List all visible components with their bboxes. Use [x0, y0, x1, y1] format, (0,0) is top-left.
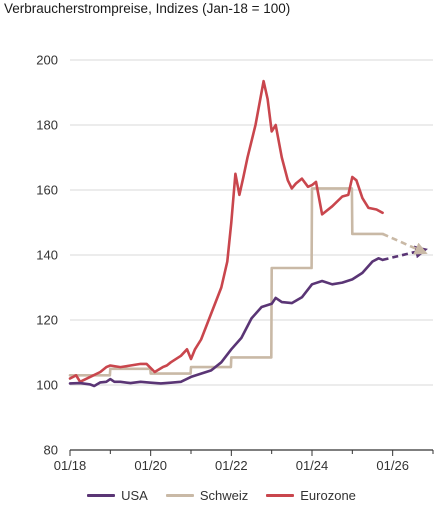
y-tick-label-100: 100 [36, 378, 58, 393]
x-tick-label-01-18: 01/18 [54, 458, 87, 473]
y-tick-label-80: 80 [44, 443, 58, 458]
series-line-schweiz [68, 187, 384, 377]
y-tick-label-180: 180 [36, 118, 58, 133]
series-line-usa [68, 256, 384, 388]
chart-title: Verbraucherstrompreise, Indizes (Jan-18 … [4, 1, 291, 16]
x-tick-label-01-24: 01/24 [296, 458, 329, 473]
legend-label-schweiz: Schweiz [199, 488, 249, 503]
x-tick-label-01-20: 01/20 [134, 458, 167, 473]
series-line-eurozone [68, 79, 384, 384]
y-tick-label-140: 140 [36, 248, 58, 263]
y-tick-label-120: 120 [36, 313, 58, 328]
legend-swatch-schweiz [165, 494, 194, 497]
series-lines [68, 79, 428, 388]
projection-arrow-schweiz [382, 232, 428, 255]
x-tick-label-01-22: 01/22 [215, 458, 248, 473]
gridlines [70, 59, 433, 386]
legend-item-eurozone: Eurozone [266, 488, 356, 503]
y-tick-label-200: 200 [36, 53, 58, 68]
legend-item-usa: USA [87, 488, 148, 503]
legend: USA Schweiz Eurozone [0, 488, 443, 503]
line-chart: 80 100 120 140 160 180 200 01/18 01/20 01/22 01/24… [36, 53, 434, 473]
legend-label-usa: USA [121, 488, 148, 503]
y-tick-label-160: 160 [36, 183, 58, 198]
legend-label-eurozone: Eurozone [300, 488, 356, 503]
x-tick-label-01-26: 01/26 [376, 458, 409, 473]
legend-swatch-eurozone [266, 494, 295, 497]
axes: 80 100 120 140 160 180 200 01/18 01/20 01/22 01/24… [36, 53, 434, 473]
legend-swatch-usa [87, 494, 116, 497]
legend-item-schweiz: Schweiz [165, 488, 249, 503]
